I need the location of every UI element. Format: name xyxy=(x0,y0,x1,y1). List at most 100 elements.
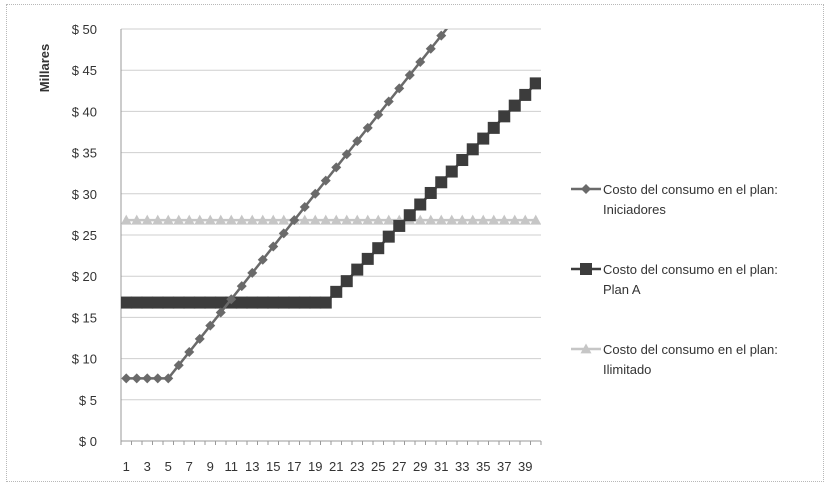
legend-label: Costo del consumo en el plan: xyxy=(603,262,778,277)
y-axis-label-group: Millares xyxy=(37,44,52,92)
x-tick-label: 9 xyxy=(207,459,214,474)
square-marker xyxy=(235,296,248,309)
square-marker xyxy=(267,296,280,309)
x-tick-label: 39 xyxy=(518,459,532,474)
triangle-marker xyxy=(530,214,541,225)
series-line xyxy=(126,29,449,380)
square-marker xyxy=(141,296,154,309)
series-1 xyxy=(121,5,467,384)
square-marker xyxy=(151,296,164,309)
diamond-marker xyxy=(205,320,216,331)
triangle-marker xyxy=(320,214,332,225)
square-marker xyxy=(580,263,592,275)
y-tick-label: $ 50 xyxy=(72,22,97,37)
diamond-marker xyxy=(331,162,342,173)
square-marker xyxy=(121,296,133,309)
square-marker xyxy=(498,110,511,123)
diamond-marker xyxy=(404,70,415,81)
square-marker xyxy=(382,230,395,243)
triangle-marker xyxy=(225,214,237,225)
triangle-marker xyxy=(131,214,143,225)
square-marker xyxy=(330,285,343,298)
square-marker xyxy=(435,176,448,189)
square-marker xyxy=(277,296,290,309)
diamond-marker xyxy=(457,5,467,14)
x-tick-label: 17 xyxy=(287,459,301,474)
chart-frame: Millares $ 0 $ 5 $ 10 $ 15 $ 20 $ 25 $ 30 $ 35 $… xyxy=(6,4,824,482)
diamond-marker xyxy=(121,373,132,384)
diamond-marker xyxy=(226,294,237,305)
diamond-marker xyxy=(194,333,205,344)
x-tick-labels: 1 3 5 7 9 11 13 15 17 19 21 23 25 27 29 31 33 35 37 39 xyxy=(123,459,533,474)
triangle-marker xyxy=(121,214,132,225)
legend-label: Plan A xyxy=(603,282,641,297)
square-marker xyxy=(256,296,269,309)
triangle-marker xyxy=(183,214,195,225)
diamond-marker xyxy=(394,83,405,94)
diamond-marker xyxy=(425,43,436,54)
square-marker xyxy=(424,186,437,199)
square-marker xyxy=(372,242,385,255)
square-marker xyxy=(487,121,500,134)
triangle-marker xyxy=(467,214,479,225)
x-tick-label: 11 xyxy=(225,459,239,474)
square-marker xyxy=(351,263,364,276)
y-tick-label: $ 45 xyxy=(72,63,97,78)
x-tick-label: 35 xyxy=(476,459,490,474)
y-tick-label: $ 15 xyxy=(72,310,97,325)
triangle-marker xyxy=(341,214,353,225)
y-tick-label: $ 25 xyxy=(72,228,97,243)
y-tick-label: $ 5 xyxy=(79,393,97,408)
x-tick-label: 27 xyxy=(392,459,406,474)
square-marker xyxy=(519,88,532,101)
square-marker xyxy=(529,77,541,90)
y-tick-label: $ 40 xyxy=(72,104,97,119)
triangle-marker xyxy=(194,214,206,225)
square-marker xyxy=(288,296,301,309)
x-tick-label: 37 xyxy=(497,459,511,474)
x-tick-label: 3 xyxy=(144,459,151,474)
square-marker xyxy=(403,209,416,222)
triangle-marker xyxy=(162,214,174,225)
x-tick-label: 15 xyxy=(266,459,280,474)
x-tick-label: 33 xyxy=(455,459,469,474)
triangle-marker xyxy=(351,214,363,225)
triangle-marker xyxy=(246,214,258,225)
triangle-marker xyxy=(278,214,290,225)
triangle-marker xyxy=(425,214,437,225)
x-tick-label: 31 xyxy=(434,459,448,474)
y-axis-label: Millares xyxy=(37,44,52,92)
legend-label: Costo del consumo en el plan: xyxy=(603,342,778,357)
diamond-marker xyxy=(184,347,195,358)
diamond-marker xyxy=(257,254,268,265)
diamond-marker xyxy=(268,241,279,252)
legend-label: Iniciadores xyxy=(603,202,666,217)
triangle-marker xyxy=(309,214,321,225)
diamond-marker xyxy=(142,373,153,384)
diamond-marker xyxy=(236,281,247,292)
square-marker xyxy=(414,198,427,211)
diamond-marker xyxy=(247,267,258,278)
legend-label: Ilimitado xyxy=(603,362,651,377)
diamond-marker xyxy=(163,373,174,384)
series-line xyxy=(126,82,537,304)
square-marker xyxy=(456,154,469,167)
diamond-marker xyxy=(383,96,394,107)
grid-lines xyxy=(121,28,541,401)
x-tick-label: 5 xyxy=(165,459,172,474)
legend-entry-2: Costo del consumo en el plan: Plan A xyxy=(571,262,778,297)
square-marker xyxy=(246,296,259,309)
triangle-marker xyxy=(414,214,426,225)
triangle-marker xyxy=(383,214,395,225)
square-marker xyxy=(319,296,332,309)
triangle-marker xyxy=(362,214,374,225)
triangle-marker xyxy=(141,214,153,225)
triangle-marker xyxy=(267,214,279,225)
square-marker xyxy=(204,296,217,309)
diamond-marker xyxy=(299,201,310,212)
square-marker xyxy=(477,132,490,145)
triangle-marker xyxy=(498,214,510,225)
legend-entry-3: Costo del consumo en el plan: Ilimitado xyxy=(571,342,778,377)
diamond-marker xyxy=(131,373,142,384)
series-2 xyxy=(121,77,541,309)
